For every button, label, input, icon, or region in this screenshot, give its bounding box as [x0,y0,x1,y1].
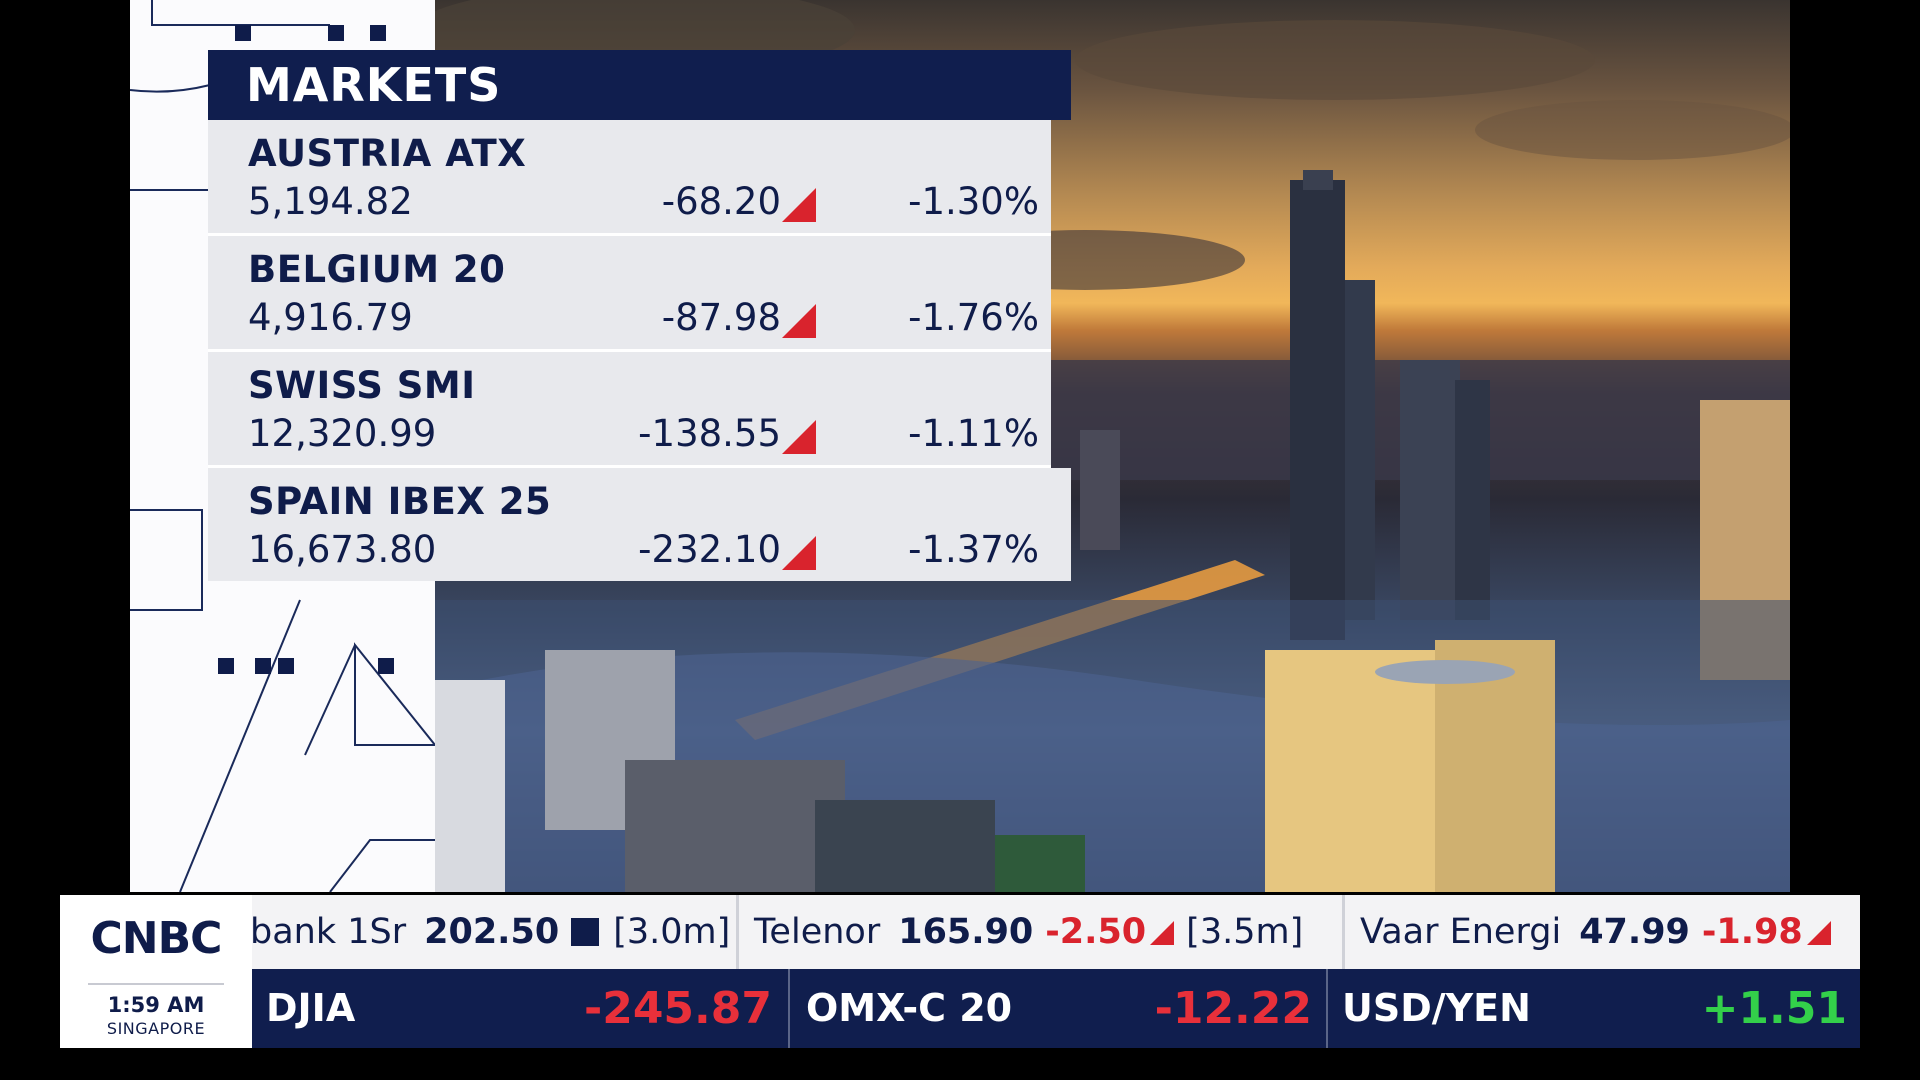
down-triangle-icon [1806,921,1831,945]
ticker-name: Vaar Energi [1360,912,1562,952]
index-separator [1326,969,1328,1048]
local-time: 1:59 AM [107,993,205,1017]
ticker-price: 202.50 [424,912,560,952]
down-triangle-icon [1150,921,1175,945]
ticker-change: -2.50 [1045,912,1147,952]
ticker-price: 47.99 [1579,912,1690,952]
ticker-price: 165.90 [898,912,1034,952]
index-name: USD/YEN [1342,986,1531,1030]
down-triangle-icon [782,304,816,338]
ticker-name: bank 1Sr [252,912,407,952]
market-row-spain: SPAIN IBEX 25 16,673.80 -232.10 -1.37% [208,468,1071,581]
market-percent: -1.30% [908,180,1039,223]
down-triangle-icon [782,188,816,222]
market-name: AUSTRIA ATX [248,132,527,175]
cnbc-logo-box: CNBC 1:59 AM SINGAPORE [60,895,252,1048]
market-value: 5,194.82 [248,180,413,223]
market-change: -232.10 [638,528,781,571]
decorative-lines [130,0,435,892]
market-change: -87.98 [661,296,781,339]
ticker-volume: [3.5m] [1186,912,1304,952]
market-row-belgium: BELGIUM 20 4,916.79 -87.98 -1.76% [208,236,1051,352]
market-change: -68.20 [661,180,781,223]
market-value: 12,320.99 [248,412,437,455]
market-change: -138.55 [638,412,781,455]
ticker-item: Vaar Energi 47.99 -1.98 [1360,895,1843,969]
ticker-separator [1342,895,1345,969]
market-name: BELGIUM 20 [248,248,506,291]
market-percent: -1.37% [908,528,1039,571]
index-value: -245.87 [583,983,772,1034]
market-name: SWISS SMI [248,364,476,407]
local-city: SINGAPORE [106,1019,206,1038]
index-name: OMX-C 20 [806,986,1013,1030]
market-percent: -1.76% [908,296,1039,339]
index-value: +1.51 [1701,983,1847,1034]
market-name: SPAIN IBEX 25 [248,480,552,523]
index-name: DJIA [266,986,356,1030]
market-value: 4,916.79 [248,296,413,339]
down-triangle-icon [782,420,816,454]
ticker-volume: [3.0m] [613,912,731,952]
markets-panel: MARKETS AUSTRIA ATX 5,194.82 -68.20 -1.3… [208,50,1071,581]
market-value: 16,673.80 [248,528,437,571]
unchanged-square-icon [571,918,600,946]
ticker-name: Telenor [754,912,881,952]
index-value: -12.22 [1154,983,1312,1034]
index-ticker: DJIA -245.87 OMX-C 20 -12.22 USD/YEN +1.… [252,969,1860,1048]
markets-title: MARKETS [208,50,1071,120]
stock-ticker: bank 1Sr 202.50 [3.0m] Telenor 165.90 -2.50 [… [252,895,1860,969]
down-triangle-icon [782,536,816,570]
cnbc-logo: CNBC [90,913,223,964]
ticker-item: bank 1Sr 202.50 [3.0m] [252,895,730,969]
market-row-swiss: SWISS SMI 12,320.99 -138.55 -1.11% [208,352,1051,468]
market-row-austria: AUSTRIA ATX 5,194.82 -68.20 -1.30% [208,120,1051,236]
ticker-separator [736,895,739,969]
logo-divider [88,983,224,985]
ticker-change: -1.98 [1701,912,1803,952]
market-percent: -1.11% [908,412,1039,455]
ticker-item: Telenor 165.90 -2.50 [3.5m] [754,895,1303,969]
skyline-illustration [435,0,1790,892]
index-separator [788,969,790,1048]
